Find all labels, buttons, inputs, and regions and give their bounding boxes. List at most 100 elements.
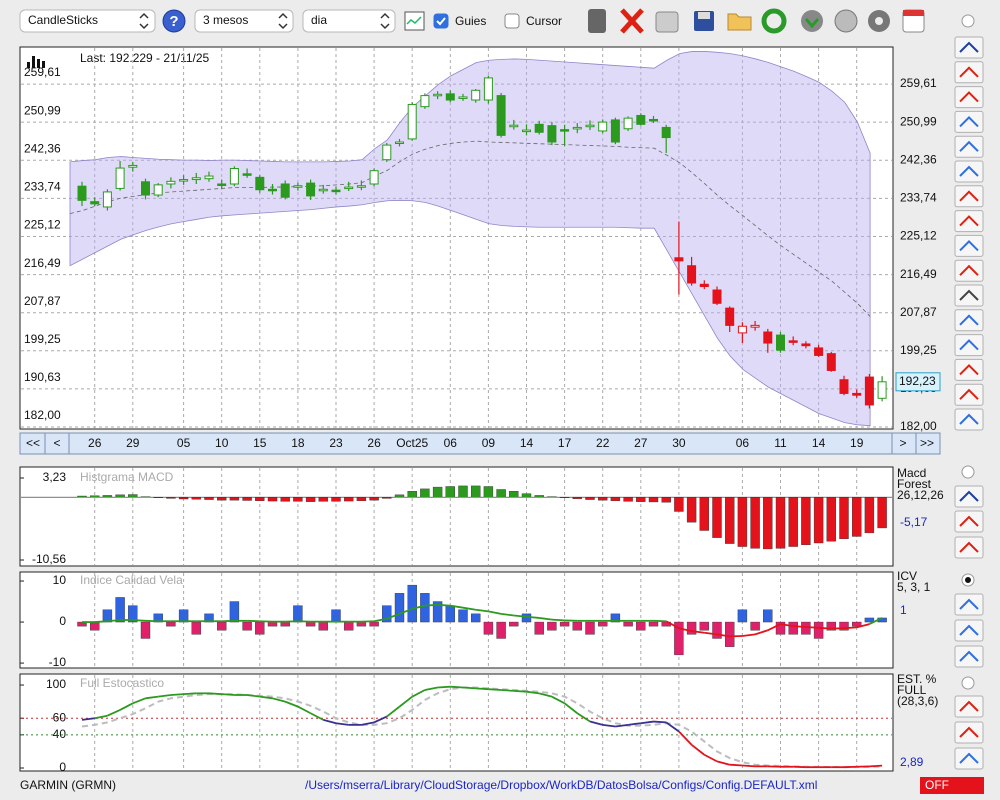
stoch-k-segment xyxy=(450,685,464,689)
toggle-button[interactable] xyxy=(920,777,984,794)
nav-button[interactable]: > xyxy=(899,436,906,450)
sidebar-button[interactable] xyxy=(954,185,984,208)
sidebar-glyph xyxy=(959,289,979,301)
sidebar-button[interactable] xyxy=(954,36,984,59)
stoch-k-segment xyxy=(640,720,654,725)
sidebar-button[interactable] xyxy=(954,510,984,533)
macd-bar xyxy=(471,485,481,498)
sidebar-button[interactable] xyxy=(954,408,984,431)
help-button[interactable] xyxy=(162,9,186,33)
trash-icon[interactable] xyxy=(588,9,606,33)
sidebar-glyph xyxy=(959,490,979,502)
sidebar-button[interactable] xyxy=(954,160,984,183)
clip-icon[interactable] xyxy=(655,11,679,33)
sidebar-button[interactable] xyxy=(954,383,984,406)
sidebar-button[interactable] xyxy=(954,259,984,282)
sidebar-glyph xyxy=(959,598,979,610)
candle-body xyxy=(407,103,417,140)
sidebar-button[interactable] xyxy=(954,309,984,332)
legend-text: Macd xyxy=(897,466,926,480)
candle-body xyxy=(166,180,176,185)
panel-radio[interactable] xyxy=(961,14,975,28)
delete-icon[interactable] xyxy=(620,8,644,34)
sidebar-button[interactable] xyxy=(954,234,984,257)
macd-bar xyxy=(585,497,595,500)
stoch-k-segment xyxy=(501,689,514,692)
x-tick-label: 14 xyxy=(812,436,826,450)
chart-icon-line xyxy=(406,16,422,25)
sidebar-button[interactable] xyxy=(954,86,984,109)
sidebar-button[interactable] xyxy=(954,110,984,133)
cursor-checkbox[interactable] xyxy=(504,13,520,29)
icv-bar xyxy=(559,621,570,627)
period-select[interactable] xyxy=(194,9,294,33)
sidebar-button[interactable] xyxy=(954,334,984,357)
candle-body xyxy=(179,179,189,182)
config-path[interactable]: /Users/mserra/Library/CloudStorage/Dropb… xyxy=(305,778,817,792)
chart-icon[interactable] xyxy=(404,11,425,31)
stochastic-panel xyxy=(19,673,894,772)
panel-radio[interactable] xyxy=(961,676,975,690)
macd-bar xyxy=(216,497,227,501)
current-value: 2,89 xyxy=(900,755,924,769)
icv-bar xyxy=(166,621,176,627)
sidebar-button[interactable] xyxy=(954,695,984,718)
macd-bar xyxy=(382,497,392,499)
chart-type-select[interactable] xyxy=(19,9,156,33)
sidebar-button[interactable] xyxy=(954,721,984,744)
candle-body xyxy=(839,379,849,394)
candle-body xyxy=(776,334,785,351)
y-tick-label: 100 xyxy=(46,677,66,691)
sidebar-button[interactable] xyxy=(954,593,984,616)
nav-button[interactable]: < xyxy=(53,436,60,450)
chart-type-text: CandleSticks xyxy=(28,13,98,27)
candle-body xyxy=(255,176,265,191)
macd-bar xyxy=(712,497,722,538)
nav-button[interactable]: >> xyxy=(920,436,934,450)
open-icon[interactable] xyxy=(727,13,752,31)
icv-bar xyxy=(610,613,621,623)
guides-checkbox[interactable] xyxy=(433,13,449,29)
x-tick-label: Oct25 xyxy=(396,436,428,450)
download-icon[interactable] xyxy=(801,10,823,32)
sidebar-button[interactable] xyxy=(954,210,984,233)
stoch-k-segment xyxy=(411,689,426,698)
stoch-k-segment xyxy=(373,715,388,724)
sidebar-button[interactable] xyxy=(954,619,984,642)
legend-text: Forest xyxy=(897,477,932,491)
sidebar-glyph xyxy=(959,515,979,527)
sidebar-glyph xyxy=(959,314,979,326)
last-info: Last: 192.229 - 21/11/25 xyxy=(80,51,210,65)
nav-button[interactable]: << xyxy=(26,436,40,450)
macd-bar xyxy=(737,497,748,547)
icv-line-segment xyxy=(716,633,730,638)
sidebar-button[interactable] xyxy=(954,61,984,84)
panel-radio[interactable] xyxy=(961,465,975,479)
y-tick-label-right: 250,99 xyxy=(900,114,937,128)
sidebar-button[interactable] xyxy=(954,284,984,307)
sidebar-button[interactable] xyxy=(954,358,984,381)
icv-line-segment xyxy=(742,633,756,637)
x-tick-label: 10 xyxy=(215,436,229,450)
currency-icon[interactable] xyxy=(834,9,858,33)
interval-select[interactable] xyxy=(302,9,396,33)
candle-body xyxy=(649,118,658,122)
icv-bar xyxy=(712,621,722,639)
sidebar-button[interactable] xyxy=(954,485,984,508)
panel-radio-dot xyxy=(965,577,971,583)
icv-bar xyxy=(686,621,697,635)
sidebar-button[interactable] xyxy=(954,645,984,668)
candle-body xyxy=(433,93,443,97)
sidebar-button[interactable] xyxy=(954,536,984,559)
sidebar-button[interactable] xyxy=(954,747,984,770)
icv-line-segment xyxy=(691,630,705,634)
sidebar-button[interactable] xyxy=(954,135,984,158)
sidebar-glyph xyxy=(959,91,979,103)
candle-body xyxy=(445,93,455,101)
stoch-k-segment xyxy=(398,695,413,708)
macd-panel xyxy=(19,466,894,567)
candle-body xyxy=(826,353,836,371)
stoch-k-segment xyxy=(132,697,146,705)
main-info: Last: 192.229 - 21/11/25 xyxy=(27,51,210,68)
refresh-icon[interactable] xyxy=(761,8,787,34)
